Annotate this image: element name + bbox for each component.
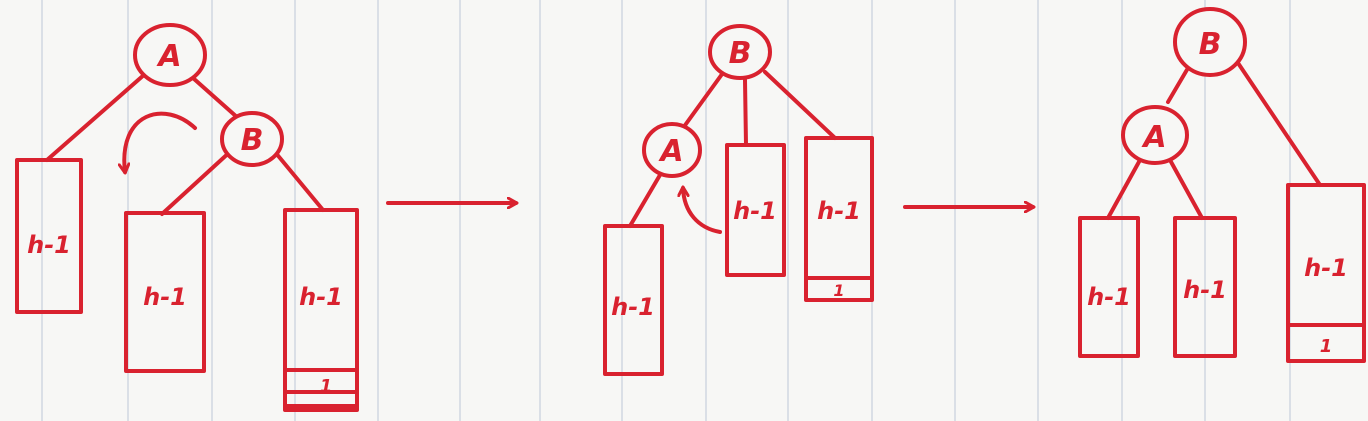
subtree-label: h-1 xyxy=(817,197,861,225)
subtree-label: h-1 xyxy=(611,293,655,321)
node-b-label: B xyxy=(241,123,264,158)
node-b: B xyxy=(220,111,284,167)
node-b: B xyxy=(1173,7,1247,77)
subtree-label: h-1 xyxy=(1304,254,1348,282)
edge-b-right xyxy=(763,70,837,140)
node-b: B xyxy=(708,24,772,80)
paper-rules xyxy=(41,0,1291,421)
edge-a-b xyxy=(191,76,240,120)
edge-a-right xyxy=(1168,158,1204,220)
extra-level-label: 1 xyxy=(833,281,844,300)
subtree-a-left: h-1 xyxy=(15,158,83,314)
edge-b-middle xyxy=(743,78,748,147)
node-a-label: A xyxy=(658,134,683,169)
subtree-label: h-1 xyxy=(733,197,777,225)
edge-b-right xyxy=(1234,58,1322,187)
subtree-label: h-1 xyxy=(1183,276,1227,304)
subtree-b-right: h-1 1 xyxy=(1286,183,1366,363)
node-a: A xyxy=(133,23,207,87)
subtree-b-right: h-1 1 xyxy=(804,136,874,302)
extra-level-box xyxy=(1286,323,1366,363)
subtree-a-left: h-1 xyxy=(1078,216,1140,358)
subtree-label: h-1 xyxy=(27,231,71,259)
extra-level-box xyxy=(283,368,359,412)
node-a: A xyxy=(1121,105,1189,165)
edge-a-left xyxy=(628,173,662,228)
extra-level-label: 1 xyxy=(320,376,333,397)
node-a-label: A xyxy=(1141,120,1166,155)
edge-b-right xyxy=(273,150,325,212)
edge-a-left xyxy=(1106,158,1142,220)
node-b-label: B xyxy=(1199,27,1222,62)
stage-1-unbalanced-tree: A B h-1 h-1 h-1 1 xyxy=(15,23,359,412)
rotation-arrow xyxy=(124,111,197,172)
reattach-arrow xyxy=(683,188,722,234)
edge-b-left xyxy=(160,148,234,216)
subtree-label: h-1 xyxy=(1087,283,1131,311)
extra-level-box xyxy=(804,276,874,302)
subtree-label: h-1 xyxy=(299,283,343,311)
subtree-a-left: h-1 xyxy=(603,224,664,376)
stage-2-intermediate-tree: B A h-1 h-1 h-1 1 xyxy=(603,24,874,376)
subtree-a-right: h-1 xyxy=(1173,216,1237,358)
edge-b-a xyxy=(681,68,727,130)
node-b-label: B xyxy=(729,36,752,71)
node-a-label: A xyxy=(156,39,181,74)
subtree-b-middle: h-1 xyxy=(725,143,786,277)
stage-3-balanced-tree: B A h-1 h-1 h-1 1 xyxy=(1078,7,1366,363)
node-a: A xyxy=(642,122,702,178)
subtree-label: h-1 xyxy=(143,283,187,311)
edge-a-left xyxy=(45,72,147,162)
extra-level-label: 1 xyxy=(1320,336,1333,357)
subtree-b-right: h-1 1 xyxy=(283,208,359,412)
edge-b-a xyxy=(1166,66,1190,104)
subtree-b-left: h-1 xyxy=(124,211,206,373)
